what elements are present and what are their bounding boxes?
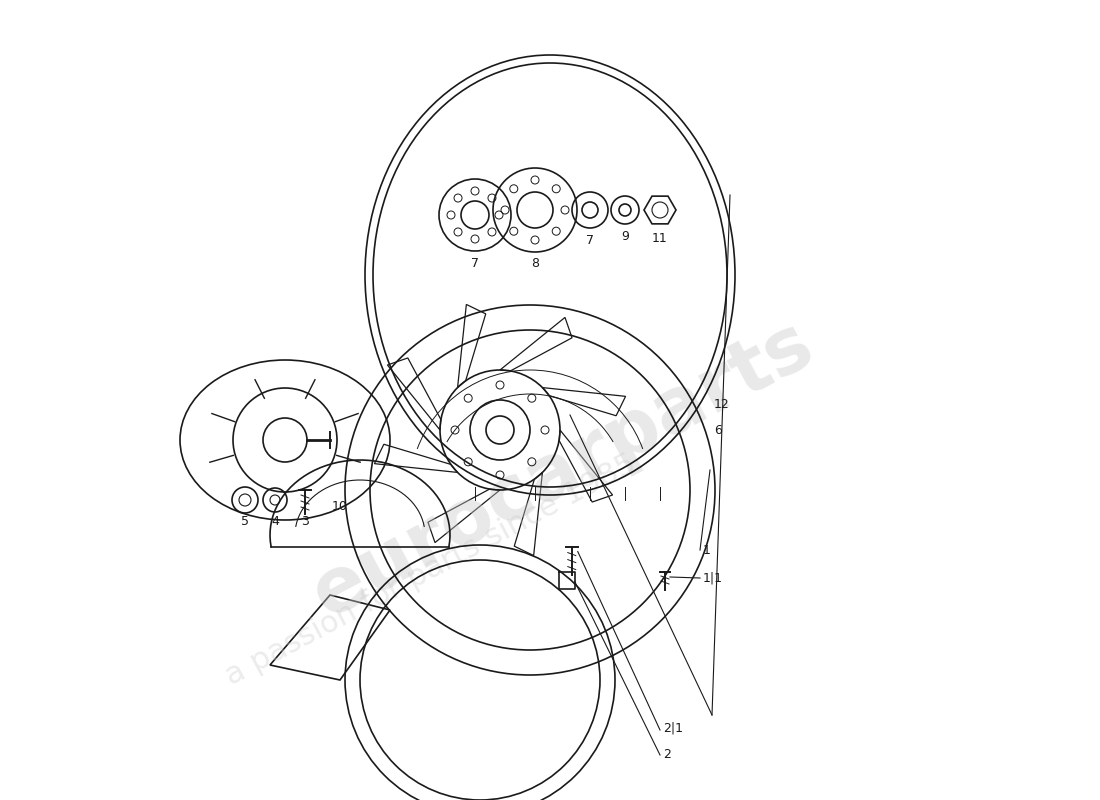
Text: 2|1: 2|1 [663, 722, 683, 734]
Text: 4: 4 [271, 515, 279, 528]
Text: eurocarparts: eurocarparts [300, 306, 826, 634]
Text: 1: 1 [703, 543, 711, 557]
Text: 10: 10 [332, 500, 348, 513]
Text: 7: 7 [586, 234, 594, 247]
Text: 12: 12 [714, 398, 729, 411]
Text: 2: 2 [663, 749, 671, 762]
Text: 1|1: 1|1 [703, 571, 723, 585]
Text: 3: 3 [301, 515, 309, 528]
Text: a passion for parts since 1985: a passion for parts since 1985 [220, 449, 641, 691]
Text: 6: 6 [714, 423, 722, 437]
Text: 8: 8 [531, 257, 539, 270]
Text: 9: 9 [621, 230, 629, 243]
Text: 11: 11 [652, 232, 668, 245]
Text: 7: 7 [471, 257, 478, 270]
Text: 5: 5 [241, 515, 249, 528]
